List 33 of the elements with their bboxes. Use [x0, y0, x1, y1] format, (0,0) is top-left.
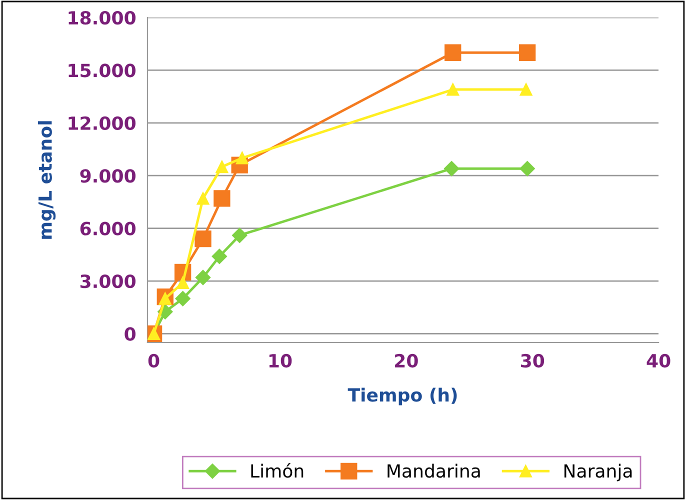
- point: [232, 228, 248, 243]
- y-tick-label: 3.000: [80, 274, 136, 288]
- point: [518, 44, 536, 61]
- y-axis-title: mg/L etanol: [38, 121, 56, 239]
- y-tick-label: 15.000: [68, 64, 136, 78]
- point: [176, 276, 190, 290]
- x-tick-label: 40: [646, 354, 670, 368]
- point: [216, 160, 228, 174]
- x-tick-label: 10: [269, 354, 292, 368]
- point: [195, 270, 211, 286]
- y-tick-label: 6.000: [80, 222, 136, 236]
- point: [194, 230, 212, 248]
- legend-label: Limón: [251, 463, 304, 478]
- point: [520, 161, 535, 176]
- x-tick-label: 30: [521, 354, 544, 368]
- point: [196, 192, 210, 205]
- point: [236, 152, 248, 164]
- x-tick-label: 0: [148, 354, 160, 368]
- point: [214, 190, 230, 207]
- x-tick-label: 20: [395, 354, 418, 368]
- y-tick-label: 12.000: [68, 116, 136, 130]
- y-tick-label: 9.000: [80, 169, 136, 183]
- x-axis-title: Tiempo (h): [348, 388, 457, 406]
- point: [446, 83, 460, 96]
- legend-label: Naranja: [564, 464, 632, 482]
- legend-label: Mandarina: [388, 464, 480, 478]
- point: [444, 161, 460, 176]
- point: [520, 83, 532, 96]
- point: [175, 291, 190, 306]
- y-tick-label: 18.000: [68, 10, 136, 25]
- point: [212, 248, 227, 264]
- y-tick-label: 0: [124, 327, 136, 341]
- point: [444, 44, 462, 61]
